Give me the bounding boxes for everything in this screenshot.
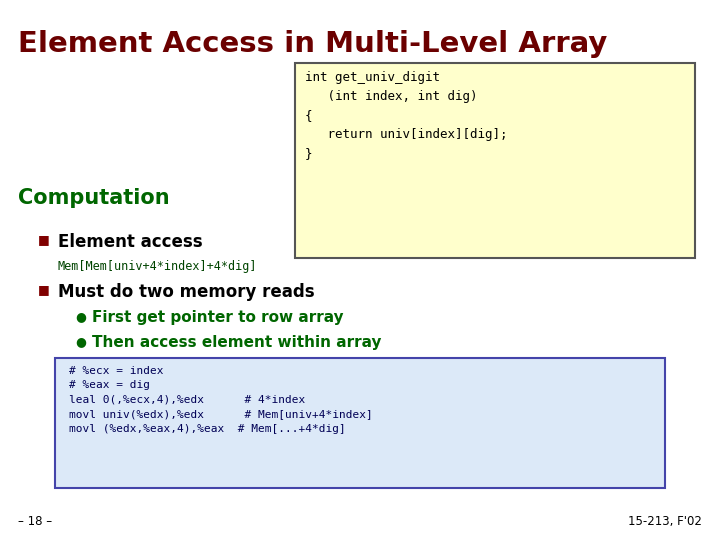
Text: First get pointer to row array: First get pointer to row array [92, 310, 343, 325]
Text: ■: ■ [38, 233, 50, 246]
FancyBboxPatch shape [55, 358, 665, 488]
Text: Element Access in Multi-Level Array: Element Access in Multi-Level Array [18, 30, 608, 58]
Text: Computation: Computation [18, 188, 170, 208]
Text: # %ecx = index
# %eax = dig
leal 0(,%ecx,4),%edx      # 4*index
movl univ(%edx),: # %ecx = index # %eax = dig leal 0(,%ecx… [69, 366, 373, 434]
Text: ●: ● [75, 335, 86, 348]
Text: – 18 –: – 18 – [18, 515, 52, 528]
Text: int get_univ_digit
   (int index, int dig)
{
   return univ[index][dig];
}: int get_univ_digit (int index, int dig) … [305, 71, 508, 160]
Text: Element access: Element access [58, 233, 202, 251]
Text: Mem[Mem[univ+4*index]+4*dig]: Mem[Mem[univ+4*index]+4*dig] [58, 260, 258, 273]
Text: ●: ● [75, 310, 86, 323]
Text: 15-213, F'02: 15-213, F'02 [628, 515, 702, 528]
Text: Must do two memory reads: Must do two memory reads [58, 283, 315, 301]
Text: Then access element within array: Then access element within array [92, 335, 382, 350]
FancyBboxPatch shape [295, 63, 695, 258]
Text: ■: ■ [38, 283, 50, 296]
